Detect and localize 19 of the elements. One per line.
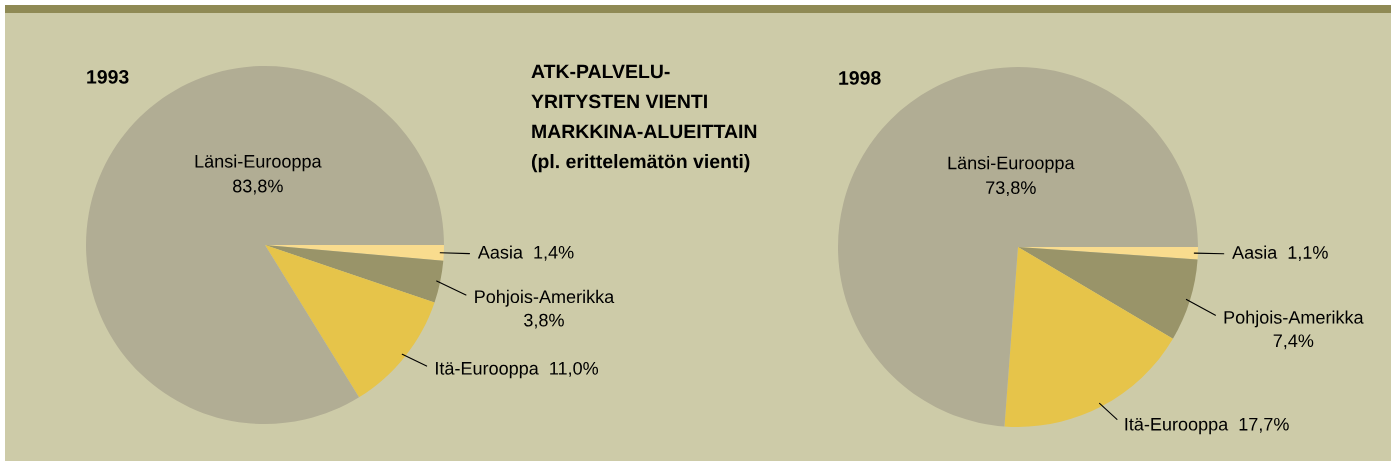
data-label: 3,8% (524, 313, 564, 329)
data-label: 7,4% (1273, 334, 1314, 350)
slice-label: Länsi-Eurooppa (948, 156, 1075, 173)
slice-label: Länsi-Eurooppa (195, 154, 322, 172)
chart-title: 1993 (87, 69, 129, 84)
chart-title: 1998 (839, 71, 881, 85)
data-label: 73,8% (986, 181, 1036, 197)
slice-label: Itä-Eurooppa 17,7% (1125, 417, 1289, 435)
slice-label: Aasia 1,1% (1232, 245, 1328, 261)
slice-label: Pohjois-Amerikka (475, 289, 615, 307)
pie-slice (1018, 247, 1198, 339)
slice-label: Pohjois-Amerikka (1224, 310, 1364, 328)
text: ATK-PALVELU- YRITYSTEN VIENTI MARKKINA-ALUEITTAIN (531, 64, 757, 139)
slice-label: Itä-Eurooppa 11,0% (436, 361, 599, 379)
pie-slice (265, 245, 444, 303)
text: (pl. erittelemätön vienti) (531, 154, 750, 173)
slice-label: Aasia 1,4% (477, 245, 574, 261)
data-label: 83,8% (233, 179, 283, 195)
pie-slice (265, 245, 435, 398)
